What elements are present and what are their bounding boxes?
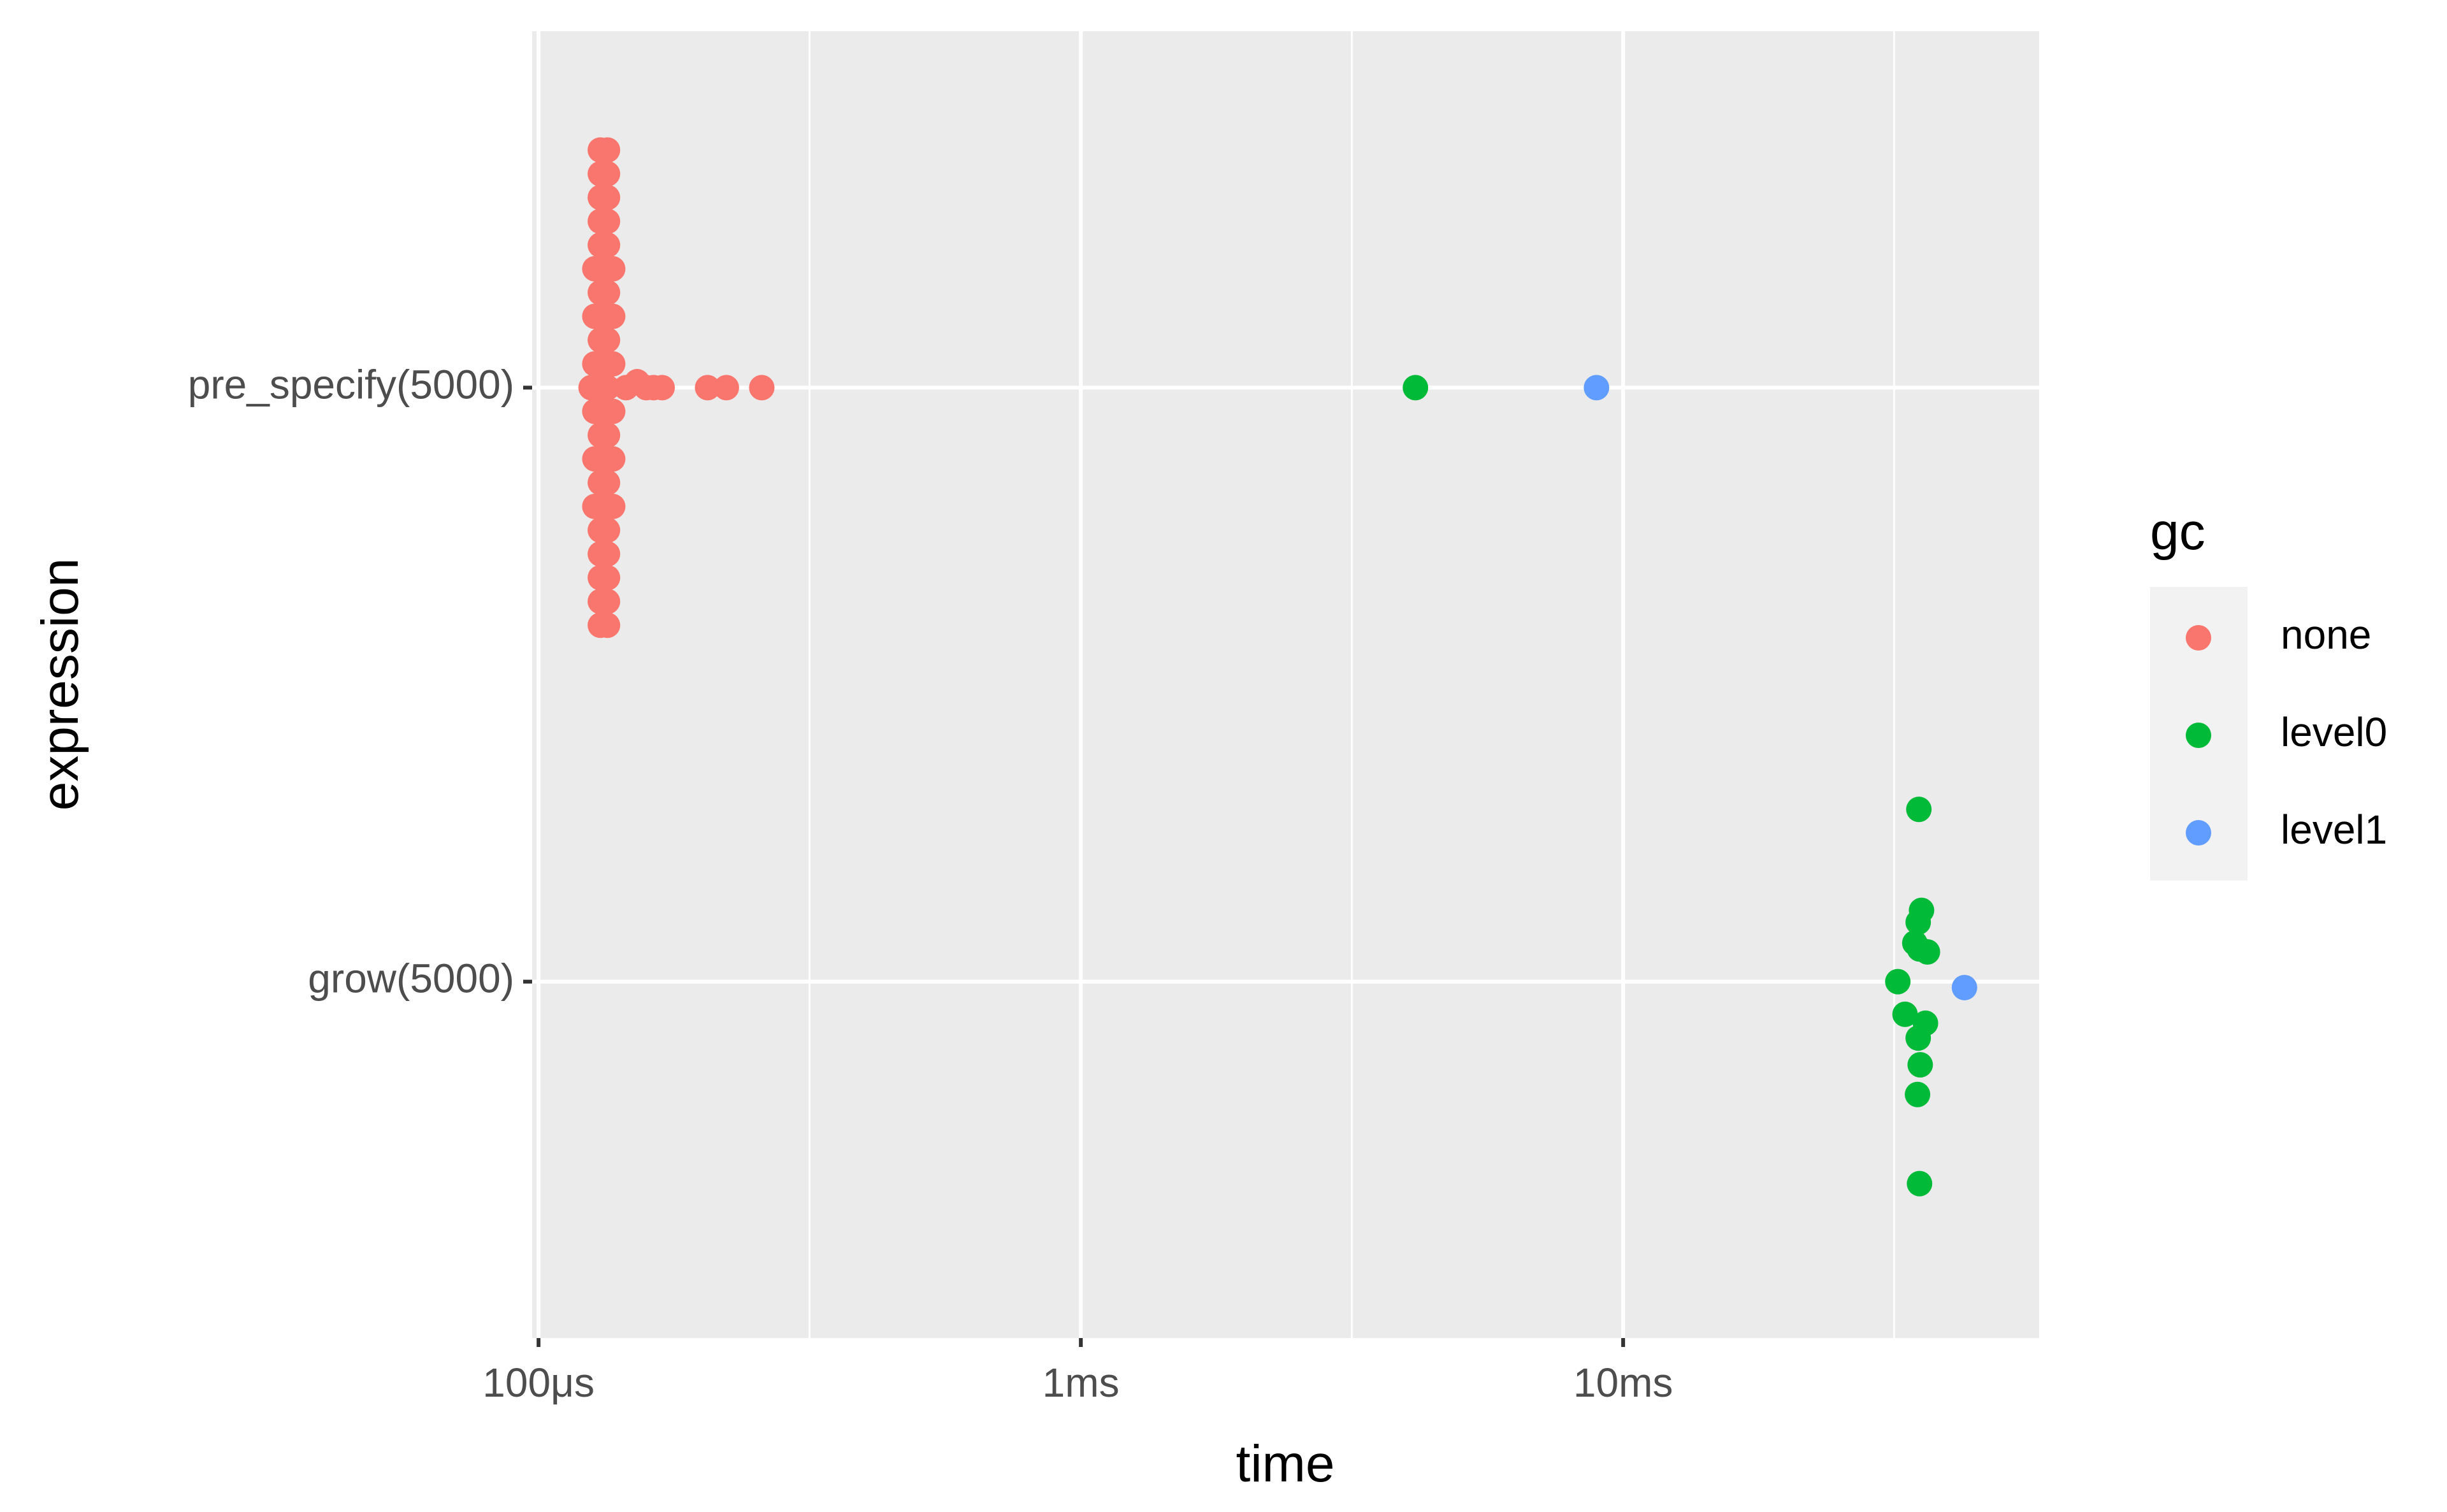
y-axis-title: expression bbox=[31, 558, 89, 811]
gridlines bbox=[532, 31, 2039, 1338]
data-point-level0 bbox=[1885, 968, 1911, 995]
x-tick-label: 10ms bbox=[1573, 1360, 1673, 1406]
data-point-none bbox=[595, 137, 621, 163]
data-point-none bbox=[595, 280, 621, 306]
legend-label-none: none bbox=[2281, 612, 2371, 658]
data-point-none bbox=[578, 375, 604, 401]
data-point-level0 bbox=[1914, 939, 1940, 965]
x-tick-label: 100μs bbox=[482, 1360, 595, 1406]
data-point-none bbox=[595, 612, 621, 638]
data-point-none bbox=[600, 446, 626, 472]
x-tick-label: 1ms bbox=[1043, 1360, 1120, 1406]
data-point-none bbox=[649, 375, 675, 401]
y-axis: grow(5000) pre_specify(5000) bbox=[188, 361, 532, 1002]
data-point-level1 bbox=[1951, 974, 1977, 1000]
data-point-none bbox=[582, 398, 608, 424]
data-point-level0 bbox=[1906, 796, 1932, 823]
legend-label-level1: level1 bbox=[2281, 807, 2387, 853]
x-axis: 100μs 1ms 10ms bbox=[482, 1338, 1673, 1406]
data-point-none bbox=[595, 327, 621, 353]
data-point-none bbox=[600, 493, 626, 519]
y-tick-label: pre_specify(5000) bbox=[188, 361, 514, 407]
data-point-none bbox=[595, 588, 621, 614]
data-point-level0 bbox=[1907, 1052, 1933, 1078]
data-point-none bbox=[582, 493, 608, 519]
data-point-level0 bbox=[1905, 909, 1931, 935]
data-point-none bbox=[595, 517, 621, 544]
data-point-none bbox=[582, 446, 608, 472]
data-point-none bbox=[600, 256, 626, 282]
data-point-none bbox=[582, 351, 608, 377]
legend: gc none level0 level1 bbox=[2150, 503, 2387, 881]
data-point-level0 bbox=[1403, 375, 1429, 401]
x-axis-title: time bbox=[1236, 1435, 1335, 1493]
legend-key-level1 bbox=[2186, 820, 2211, 846]
data-point-none bbox=[595, 565, 621, 591]
data-point-level0 bbox=[1907, 1170, 1933, 1197]
data-point-none bbox=[595, 470, 621, 496]
data-point-none bbox=[600, 398, 626, 424]
data-point-none bbox=[595, 161, 621, 187]
data-point-none bbox=[713, 375, 739, 401]
data-point-none bbox=[600, 351, 626, 377]
data-point-level0 bbox=[1905, 1025, 1931, 1051]
data-point-none bbox=[595, 208, 621, 234]
y-tick-label: grow(5000) bbox=[308, 956, 514, 1002]
legend-key-level0 bbox=[2186, 723, 2211, 748]
data-point-none bbox=[582, 303, 608, 329]
data-point-none bbox=[600, 303, 626, 329]
data-point-none bbox=[695, 375, 721, 401]
data-point-none bbox=[595, 422, 621, 448]
data-point-none bbox=[595, 541, 621, 567]
data-points bbox=[578, 137, 1977, 1197]
data-point-level0 bbox=[1905, 1081, 1931, 1107]
legend-key-none bbox=[2186, 625, 2211, 651]
data-point-none bbox=[582, 256, 608, 282]
data-point-none bbox=[595, 185, 621, 211]
data-point-none bbox=[595, 232, 621, 258]
legend-label-level0: level0 bbox=[2281, 709, 2387, 755]
plot-panel bbox=[532, 31, 2039, 1338]
data-point-none bbox=[749, 375, 775, 401]
data-point-level1 bbox=[1584, 375, 1610, 401]
legend-title: gc bbox=[2150, 503, 2205, 561]
data-point-level0 bbox=[1892, 1001, 1918, 1027]
